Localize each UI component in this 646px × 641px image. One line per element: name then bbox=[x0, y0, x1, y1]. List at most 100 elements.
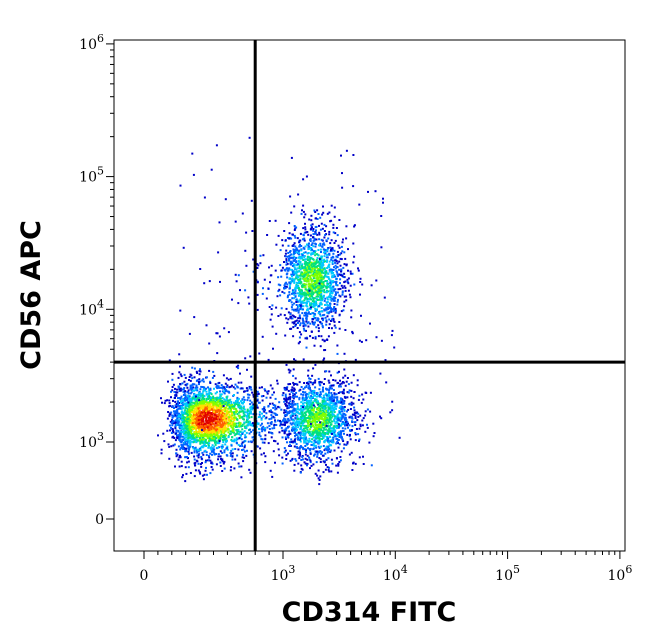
event-dot bbox=[201, 425, 203, 428]
event-dot bbox=[252, 393, 255, 396]
event-dot bbox=[258, 428, 260, 430]
event-dot bbox=[199, 395, 202, 398]
event-dot bbox=[234, 458, 237, 461]
event-dot bbox=[306, 265, 309, 268]
event-dot bbox=[328, 389, 331, 392]
event-dot bbox=[272, 450, 275, 453]
event-dot bbox=[195, 421, 198, 424]
event-dot bbox=[185, 439, 188, 442]
event-dot bbox=[180, 405, 183, 408]
event-dot bbox=[168, 413, 171, 416]
event-dot bbox=[306, 289, 309, 292]
event-dot bbox=[320, 416, 323, 419]
event-dot bbox=[223, 422, 226, 425]
event-dot bbox=[263, 278, 266, 281]
event-dot bbox=[346, 396, 349, 399]
event-dot bbox=[240, 406, 243, 409]
event-dot bbox=[174, 404, 177, 407]
event-dot bbox=[312, 417, 315, 420]
event-dot bbox=[178, 371, 181, 374]
event-dot bbox=[309, 452, 312, 455]
event-dot bbox=[314, 321, 316, 324]
event-dot bbox=[320, 335, 323, 338]
event-dot bbox=[343, 276, 346, 279]
event-dot bbox=[320, 299, 322, 302]
event-dot bbox=[318, 388, 321, 391]
event-dot bbox=[281, 423, 284, 426]
event-dot bbox=[192, 427, 195, 430]
event-dot bbox=[334, 267, 337, 270]
event-dot bbox=[260, 417, 263, 420]
event-dot bbox=[252, 403, 255, 406]
event-dot bbox=[204, 449, 207, 452]
event-dot bbox=[300, 253, 303, 255]
event-dot bbox=[346, 391, 349, 394]
event-dot bbox=[263, 429, 266, 432]
event-dot bbox=[182, 443, 185, 446]
event-dot bbox=[299, 412, 302, 415]
event-dot bbox=[319, 395, 322, 398]
event-dot bbox=[210, 466, 213, 468]
event-dot bbox=[197, 403, 200, 406]
event-dot bbox=[186, 399, 189, 402]
event-dot bbox=[318, 429, 321, 432]
event-dot bbox=[226, 399, 229, 402]
event-dot bbox=[304, 273, 307, 276]
event-dot bbox=[331, 412, 334, 415]
event-dot bbox=[347, 277, 350, 280]
event-dot bbox=[292, 374, 295, 377]
event-dot bbox=[283, 400, 286, 403]
event-dot bbox=[287, 398, 290, 401]
event-dot bbox=[291, 268, 294, 271]
event-dot bbox=[350, 401, 353, 404]
event-dot bbox=[338, 294, 341, 297]
event-dot bbox=[200, 439, 203, 442]
event-dot bbox=[288, 412, 291, 414]
event-dot bbox=[289, 432, 292, 435]
event-dot bbox=[185, 443, 188, 446]
event-dot bbox=[281, 462, 284, 465]
event-dot bbox=[309, 381, 312, 384]
event-dot bbox=[287, 434, 289, 436]
event-dot bbox=[341, 427, 344, 430]
event-dot bbox=[212, 370, 215, 373]
event-dot bbox=[278, 401, 281, 404]
event-dot bbox=[261, 430, 264, 433]
event-dot bbox=[279, 284, 282, 287]
event-dot bbox=[237, 364, 240, 367]
event-dot bbox=[251, 422, 254, 425]
event-dot bbox=[228, 391, 231, 394]
event-dot bbox=[308, 440, 311, 443]
event-dot bbox=[297, 342, 300, 345]
event-dot bbox=[248, 432, 251, 435]
event-dot bbox=[292, 409, 295, 412]
event-dot bbox=[217, 385, 220, 388]
event-dot bbox=[330, 384, 333, 387]
event-dot bbox=[248, 410, 251, 413]
event-dot bbox=[308, 386, 311, 389]
event-dot bbox=[197, 462, 200, 465]
event-dot bbox=[276, 442, 279, 445]
event-dot bbox=[179, 454, 181, 457]
event-dot bbox=[335, 393, 338, 396]
event-dot bbox=[312, 270, 315, 273]
event-dot bbox=[204, 408, 207, 411]
event-dot bbox=[187, 430, 190, 433]
event-dot bbox=[200, 406, 203, 409]
event-dot bbox=[318, 382, 321, 385]
event-dot bbox=[195, 441, 198, 444]
event-dot bbox=[228, 416, 231, 419]
event-dot bbox=[351, 469, 354, 471]
event-dot bbox=[280, 420, 283, 423]
event-dot bbox=[270, 417, 273, 420]
event-dot bbox=[329, 291, 332, 294]
event-dot bbox=[179, 456, 182, 459]
event-dot bbox=[168, 414, 171, 417]
event-dot bbox=[234, 448, 237, 450]
event-dot bbox=[350, 403, 353, 406]
event-dot bbox=[323, 403, 326, 405]
event-dot bbox=[307, 312, 310, 315]
event-dot bbox=[188, 421, 191, 424]
event-dot bbox=[326, 466, 329, 469]
event-dot bbox=[310, 443, 313, 446]
